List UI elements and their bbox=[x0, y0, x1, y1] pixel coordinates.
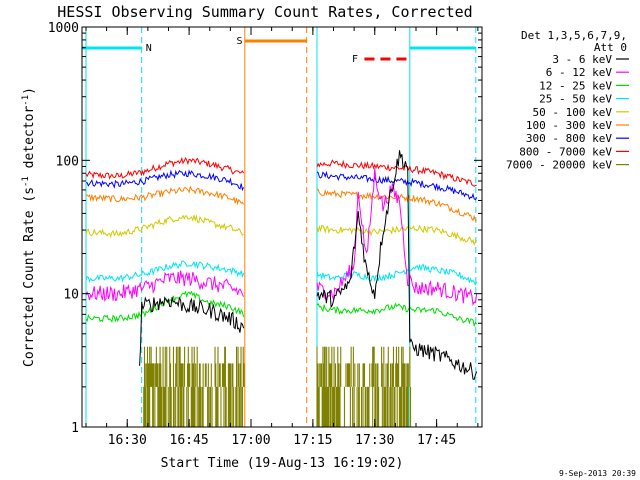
legend-header-detectors: Det 1,3,5,6,7,9, bbox=[521, 29, 627, 42]
series-3-to-6keV bbox=[139, 150, 478, 380]
y-tick-label: 10 bbox=[63, 288, 79, 303]
x-tick-label: 16:45 bbox=[170, 433, 209, 448]
flag-label-f: F bbox=[352, 54, 358, 65]
x-axis-label: Start Time (19-Aug-13 16:19:02) bbox=[161, 456, 404, 471]
series-12-to-25keV bbox=[85, 290, 478, 328]
y-axis-label-end: ) bbox=[22, 87, 37, 95]
series-line bbox=[85, 290, 478, 328]
legend-entry-label: 25 - 50 keV bbox=[539, 93, 612, 106]
series-7000-to-20000keV bbox=[143, 346, 412, 427]
x-tick-label: 17:15 bbox=[293, 433, 332, 448]
y-axis-label-exp1: -1 bbox=[21, 176, 31, 187]
chart-title: HESSI Observing Summary Count Rates, Cor… bbox=[57, 3, 472, 21]
legend-header-attenuator: Att 0 bbox=[594, 41, 627, 54]
series-line bbox=[139, 150, 478, 380]
y-axis-label: Corrected Count Rate (s-1 detector-1) bbox=[21, 87, 37, 367]
legend-entry-label: 7000 - 20000 keV bbox=[506, 159, 612, 172]
axes: 16:30 16:45 17:00 17:15 17:30 17:45 1 10 100 1000 bbox=[48, 21, 482, 448]
x-tick-label: 17:30 bbox=[355, 433, 394, 448]
legend-entry-label: 300 - 800 keV bbox=[526, 132, 612, 145]
y-tick-label: 100 bbox=[56, 154, 79, 169]
x-tick-label: 17:00 bbox=[231, 433, 270, 448]
legend-entry-label: 6 - 12 keV bbox=[546, 66, 613, 79]
plot-area: N S F bbox=[82, 27, 478, 427]
plot-frame bbox=[81, 26, 483, 428]
series-line bbox=[86, 169, 478, 201]
legend-entry-label: 3 - 6 keV bbox=[552, 53, 612, 66]
y-axis-label-main: Corrected Count Rate (s bbox=[22, 187, 37, 367]
flag-label-s: S bbox=[237, 36, 243, 47]
series-300-to-800keV bbox=[86, 169, 478, 201]
x-tick-label: 16:30 bbox=[108, 433, 147, 448]
x-tick-label: 17:45 bbox=[417, 433, 456, 448]
legend-entry-label: 800 - 7000 keV bbox=[519, 145, 612, 158]
y-axis-label-mid: detector bbox=[22, 106, 37, 177]
series-line bbox=[85, 168, 478, 307]
date-stamp: 9-Sep-2013 20:39 bbox=[559, 469, 636, 478]
series-line bbox=[85, 214, 478, 246]
y-tick-label: 1000 bbox=[48, 21, 79, 36]
legend-entry-label: 12 - 25 keV bbox=[539, 79, 612, 92]
series-6-to-12keV bbox=[85, 168, 478, 307]
legend-entry-label: 100 - 300 keV bbox=[526, 119, 612, 132]
legend-entry-label: 50 - 100 keV bbox=[533, 106, 613, 119]
series-50-to-100keV bbox=[85, 214, 478, 246]
flag-label-n: N bbox=[146, 43, 152, 54]
y-axis-label-exp2: -1 bbox=[21, 95, 31, 106]
y-tick-label: 1 bbox=[71, 421, 79, 436]
